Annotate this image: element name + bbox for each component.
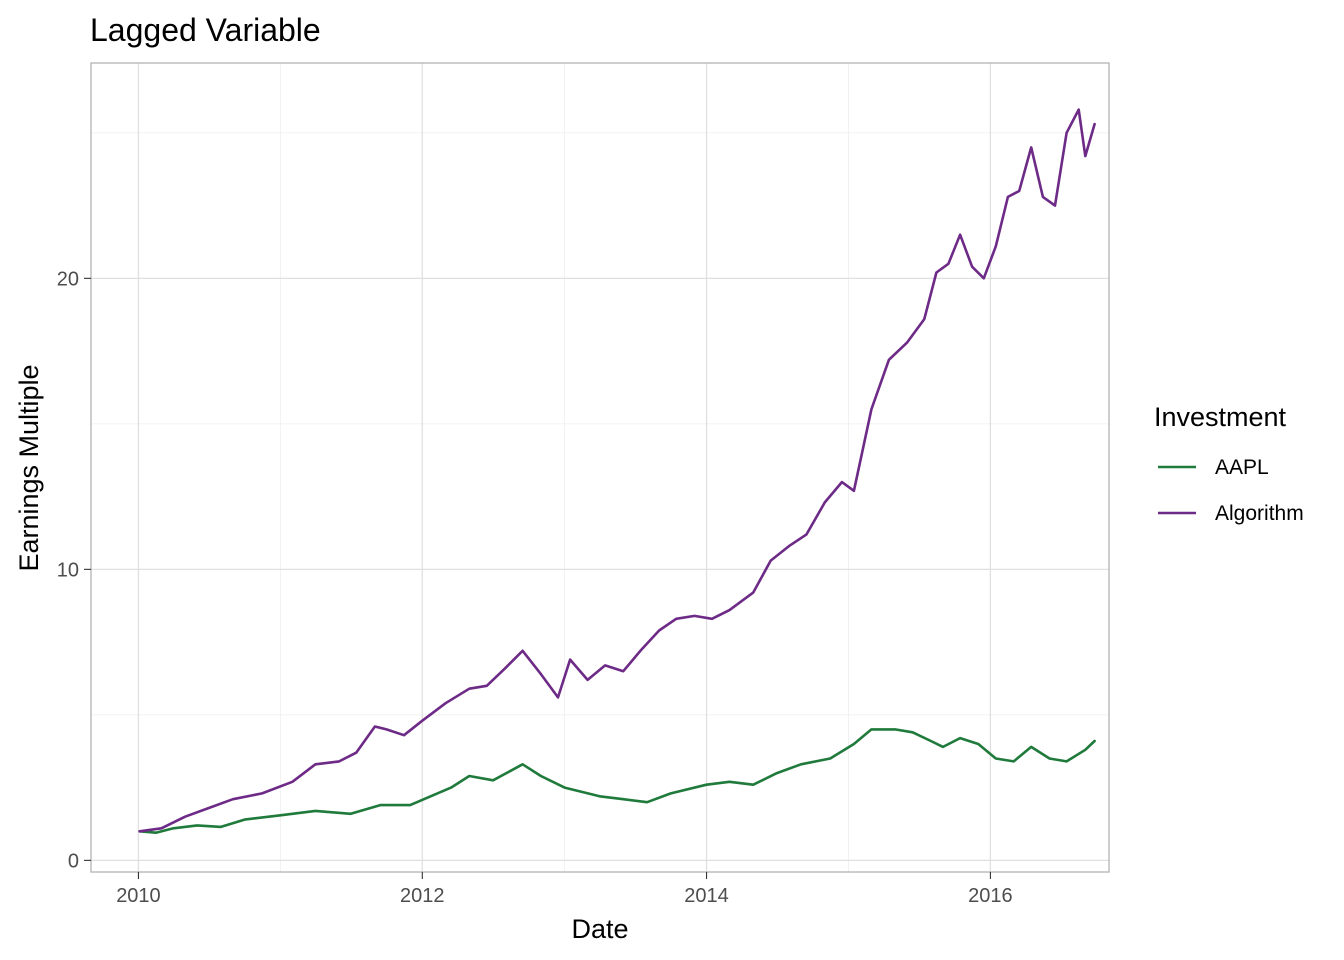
chart-title: Lagged Variable (90, 12, 321, 48)
x-axis-title: Date (571, 914, 628, 944)
legend-label-aapl: AAPL (1215, 456, 1269, 479)
x-tick-label: 2014 (684, 885, 729, 907)
x-axis: 2010 2012 2014 2016 (116, 872, 1013, 907)
y-tick-label: 10 (57, 559, 79, 581)
series-layer (138, 108, 1096, 835)
y-axis-title: Earnings Multiple (14, 364, 44, 571)
panel-border (90, 62, 1110, 873)
legend-label-algorithm: Algorithm (1215, 502, 1304, 525)
x-tick-label: 2010 (116, 885, 161, 907)
major-gridlines (91, 63, 1109, 872)
x-tick-label: 2012 (400, 885, 445, 907)
legend: Investment AAPL Algorithm (1154, 402, 1304, 525)
y-axis: 0 10 20 (57, 268, 91, 872)
legend-title: Investment (1154, 402, 1287, 432)
x-tick-label: 2016 (968, 885, 1013, 907)
series-line-algorithm (138, 108, 1096, 833)
y-tick-label: 0 (68, 850, 79, 872)
minor-gridlines (91, 63, 1109, 872)
y-tick-label: 20 (57, 268, 79, 290)
series-line-aapl (138, 728, 1096, 835)
